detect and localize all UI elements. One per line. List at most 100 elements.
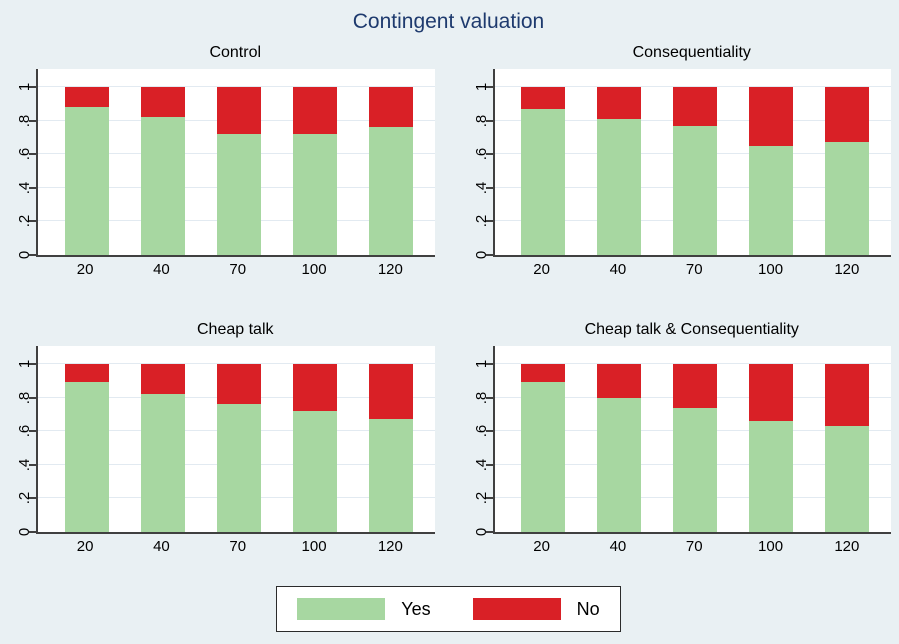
x-tick-label: 70: [685, 538, 703, 555]
bar-slot: [353, 364, 429, 532]
bar-group-70: [216, 87, 261, 255]
y-tick-mark: [29, 363, 36, 365]
gridline: [494, 363, 891, 364]
bar-segment-no: [749, 87, 794, 146]
bar-segment-no: [140, 364, 185, 395]
x-tick-label: 100: [301, 538, 327, 555]
panel-cheap-talk-consequentiality: Cheap talk & Consequentiality 0.2.4.6.8 1…: [463, 321, 892, 560]
bar-segment-yes: [368, 419, 413, 532]
panel-body: 0.2.4.6.8 1 20 40 70 100 120: [6, 69, 435, 283]
y-tick-mark: [485, 186, 493, 189]
bar-segment-yes: [64, 382, 109, 532]
bars-container: [495, 346, 892, 532]
x-axis-labels: 20 40 70 100 120: [493, 257, 892, 283]
x-tick-label: 120: [377, 261, 403, 278]
bar-segment-no: [368, 87, 413, 128]
y-tick-mark: [29, 220, 36, 223]
x-tick-label: 20: [533, 261, 550, 278]
bar-segment-no: [521, 364, 566, 383]
legend: Yes No: [276, 586, 621, 632]
bar-segment-yes: [825, 142, 870, 255]
bar-slot: [733, 364, 809, 532]
bar-slot: [506, 364, 582, 532]
y-tick-mark: [485, 430, 493, 433]
bar-segment-no: [216, 364, 261, 405]
x-tick-label: 120: [834, 538, 860, 555]
plot-area: [36, 69, 435, 257]
panel-body: 0.2.4.6.8 1 20 40 70 100 120: [463, 346, 892, 560]
x-tick-label: 120: [834, 261, 860, 278]
bar-segment-yes: [368, 127, 413, 255]
plot-column: 20 40 70 100 120: [492, 69, 892, 283]
legend-wrap: Yes No: [6, 586, 891, 632]
legend-swatch-yes: [297, 598, 386, 620]
bar-slot: [809, 87, 885, 255]
bar-segment-no: [216, 87, 261, 135]
panel-title: Cheap talk & Consequentiality: [584, 321, 799, 338]
bar-slot: [581, 364, 657, 532]
plot-column: 20 40 70 100 120: [492, 346, 892, 560]
x-tick-label: 70: [229, 261, 247, 278]
bar-segment-no: [825, 87, 870, 143]
bar-segment-no: [673, 364, 718, 408]
y-tick-mark: [485, 220, 493, 223]
x-tick-label: 70: [685, 261, 703, 278]
bar-segment-yes: [673, 407, 718, 532]
panel-title: Consequentiality: [632, 44, 751, 61]
bar-segment-no: [673, 87, 718, 126]
bar-slot: [506, 87, 582, 255]
bar-group-20: [64, 87, 109, 255]
bar-segment-yes: [597, 118, 642, 255]
x-tick-label: 120: [377, 538, 403, 555]
gridline: [494, 86, 891, 87]
bar-group-70: [673, 364, 718, 532]
x-axis-labels: 20 40 70 100 120: [493, 534, 892, 560]
x-tick-label: 40: [153, 261, 170, 278]
y-tick-mark: [485, 86, 493, 88]
y-tick-mark: [29, 463, 36, 466]
x-tick-label: 100: [301, 261, 327, 278]
y-tick-mark: [485, 153, 493, 156]
bar-slot: [581, 87, 657, 255]
bar-segment-yes: [140, 394, 185, 532]
y-tick-mark: [29, 531, 36, 533]
y-tick-mark: [29, 86, 36, 88]
y-tick-mark: [485, 254, 493, 256]
chart-title: Contingent valuation: [352, 10, 545, 33]
bar-segment-yes: [216, 134, 261, 255]
bar-segment-yes: [521, 382, 566, 532]
plot-column: 20 40 70 100 120: [36, 346, 435, 560]
bar-segment-no: [749, 364, 794, 422]
y-tick-mark: [485, 119, 493, 122]
bar-segment-yes: [825, 426, 870, 532]
y-tick-mark: [485, 463, 493, 466]
x-tick-label: 100: [758, 538, 784, 555]
bar-group-120: [825, 87, 870, 255]
bar-segment-yes: [597, 397, 642, 532]
bar-group-40: [597, 87, 642, 255]
bar-slot: [277, 364, 353, 532]
bar-slot: [809, 364, 885, 532]
bar-slot: [201, 364, 277, 532]
bar-slot: [125, 364, 201, 532]
bars-container: [38, 346, 435, 532]
panels-grid: Control 0.2.4.6.8 1 20 40 70 100 120 Conseque…: [6, 44, 891, 560]
bar-slot: [733, 87, 809, 255]
y-tick-mark: [485, 531, 493, 533]
bar-slot: [49, 87, 125, 255]
bar-group-40: [597, 364, 642, 532]
panel-body: 0.2.4.6.8 1 20 40 70 100 120: [6, 346, 435, 560]
bar-group-40: [140, 364, 185, 532]
gridline: [38, 363, 435, 364]
y-tick-mark: [29, 497, 36, 500]
panel-title: Control: [209, 44, 262, 61]
bar-group-40: [140, 87, 185, 255]
bar-group-100: [292, 87, 337, 255]
x-tick-label: 20: [76, 261, 94, 278]
plot-area: [36, 346, 435, 534]
y-tick-mark: [29, 153, 36, 156]
plot-area: [492, 69, 891, 257]
x-tick-label: 20: [533, 538, 550, 555]
legend-label: Yes: [401, 598, 431, 619]
